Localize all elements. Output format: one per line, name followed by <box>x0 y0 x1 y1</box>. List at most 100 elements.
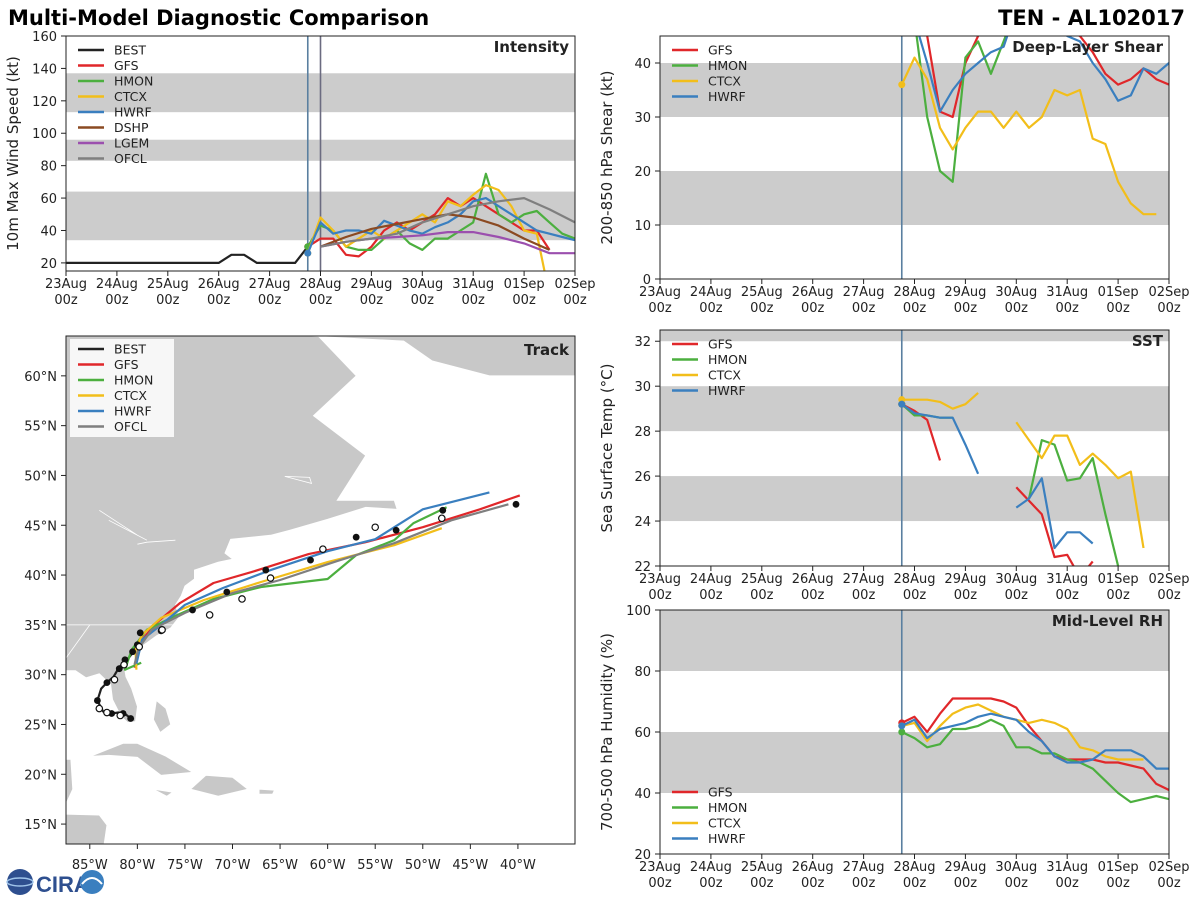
shear-xtick-sub: 00z <box>903 301 927 316</box>
sst-xtick-sub: 00z <box>954 588 978 603</box>
sst-xtick-sub: 00z <box>801 588 825 603</box>
shear-xtick-label: 23Aug <box>639 285 681 300</box>
rh-xtick-label: 26Aug <box>792 860 834 875</box>
intensity-xtick-sub: 00z <box>156 293 180 308</box>
intensity-xtick-sub: 00z <box>105 293 129 308</box>
land-anticosti <box>284 476 313 484</box>
track-point-filled <box>392 526 400 534</box>
track-ytick-label: 25°N <box>24 718 57 733</box>
shear-legend-label-hmon: HMON <box>708 58 747 73</box>
rh-xtick-label: 25Aug <box>741 860 783 875</box>
track-point-filled <box>352 533 360 541</box>
shear-xtick-label: 27Aug <box>843 285 885 300</box>
rh-legend-label-ctcx: CTCX <box>708 816 741 831</box>
shear-xtick-label: 25Aug <box>741 285 783 300</box>
land-central-america <box>66 813 108 844</box>
sst-xtick-label: 23Aug <box>639 572 681 587</box>
rh-xtick-sub: 00z <box>1157 876 1181 891</box>
shear-xtick-label: 31Aug <box>1046 285 1088 300</box>
intensity-xtick-label: 25Aug <box>147 277 189 292</box>
intensity-xtick-sub: 00z <box>563 293 587 308</box>
track-ytick-label: 30°N <box>24 669 57 684</box>
rh-series-group <box>898 697 1169 804</box>
rh-panel-tag: Mid-Level RH <box>1052 612 1163 630</box>
track-xtick-label: 85°W <box>72 858 108 873</box>
track-point-filled <box>512 500 520 508</box>
shear-line-ctcx <box>900 56 1157 216</box>
shear-ytick-label: 20 <box>634 165 651 180</box>
intensity-legend-label-lgem: LGEM <box>114 136 149 151</box>
intensity-ytick-label: 80 <box>40 160 57 175</box>
shear-line-gfs <box>925 36 1169 119</box>
intensity-ytick-label: 140 <box>32 62 57 77</box>
intensity-line-hwrf <box>306 197 575 254</box>
track-point-filled <box>127 715 135 722</box>
shear-legend-label-hwrf: HWRF <box>708 89 746 104</box>
track-point-filled <box>262 566 270 574</box>
sst-xtick-label: 24Aug <box>690 572 732 587</box>
intensity-xtick-label: 23Aug <box>45 277 87 292</box>
sst-ytick-label: 22 <box>634 560 651 575</box>
state-border <box>137 539 176 545</box>
intensity-xtick-label: 02Sep <box>554 277 595 292</box>
intensity-panel: 2040608010012014016023Aug00z24Aug00z25Au… <box>4 30 596 308</box>
intensity-legend-label-ctcx: CTCX <box>114 89 147 104</box>
sst-line-ctcx <box>901 392 1145 549</box>
sst-xtick-sub: 00z <box>750 588 774 603</box>
shear-xtick-label: 01Sep <box>1098 285 1139 300</box>
intensity-xtick-sub: 00z <box>309 293 333 308</box>
track-ytick-label: 60°N <box>24 370 57 385</box>
rh-xtick-sub: 00z <box>648 876 672 891</box>
track-legend-label-best: BEST <box>114 342 146 357</box>
shear-band <box>660 171 1169 225</box>
intensity-series-group <box>66 172 575 271</box>
rh-xtick-label: 29Aug <box>944 860 986 875</box>
track-point-open <box>110 675 119 684</box>
track-xtick-label: 60°W <box>310 858 346 873</box>
track-xtick-label: 70°W <box>215 858 251 873</box>
track-ytick-label: 40°N <box>24 569 57 584</box>
rh-xtick-sub: 00z <box>801 876 825 891</box>
shear-legend-label-ctcx: CTCX <box>708 74 741 89</box>
track-point-filled <box>439 506 447 514</box>
intensity-xtick-label: 24Aug <box>96 277 138 292</box>
track-xtick-label: 45°W <box>452 858 488 873</box>
track-line-ofcl <box>133 503 509 665</box>
intensity-ytick-label: 100 <box>32 127 57 142</box>
shear-ytick-label: 30 <box>634 111 651 126</box>
land-hispaniola <box>189 774 249 797</box>
shear-panel: 01020304023Aug00z24Aug00z25Aug00z26Aug00… <box>598 35 1190 316</box>
shear-ytick-label: 40 <box>634 57 651 72</box>
sst-init-point-hwrf <box>898 400 906 408</box>
track-ytick-label: 55°N <box>24 420 57 435</box>
sst-band <box>660 330 1169 342</box>
track-xtick-label: 80°W <box>119 858 155 873</box>
shear-xtick-label: 30Aug <box>995 285 1037 300</box>
intensity-xtick-sub: 00z <box>258 293 282 308</box>
shear-xtick-sub: 00z <box>648 301 672 316</box>
sst-xtick-label: 02Sep <box>1148 572 1189 587</box>
intensity-xtick-label: 26Aug <box>198 277 240 292</box>
track-ytick-label: 35°N <box>24 619 57 634</box>
track-point-filled <box>93 697 101 704</box>
sst-xtick-sub: 00z <box>852 588 876 603</box>
rh-init-point-hmon <box>898 728 906 736</box>
track-legend-label-hmon: HMON <box>114 373 153 388</box>
intensity-ytick-label: 40 <box>40 224 57 239</box>
intensity-xtick-sub: 00z <box>54 293 78 308</box>
track-point-open <box>266 574 275 582</box>
track-panel-tag: Track <box>524 341 570 359</box>
shear-xtick-label: 24Aug <box>690 285 732 300</box>
track-ytick-label: 50°N <box>24 469 57 484</box>
intensity-xtick-label: 30Aug <box>401 277 443 292</box>
intensity-xtick-sub: 00z <box>411 293 435 308</box>
track-point-open <box>158 626 166 634</box>
sst-ytick-label: 32 <box>634 335 651 350</box>
intensity-ylabel: 10m Max Wind Speed (kt) <box>4 56 22 251</box>
shear-xtick-sub: 00z <box>801 301 825 316</box>
sst-xtick-sub: 00z <box>699 588 723 603</box>
sst-ytick-label: 30 <box>634 380 651 395</box>
shear-xtick-label: 28Aug <box>894 285 936 300</box>
sst-xtick-label: 25Aug <box>741 572 783 587</box>
track-point-open <box>205 611 214 619</box>
